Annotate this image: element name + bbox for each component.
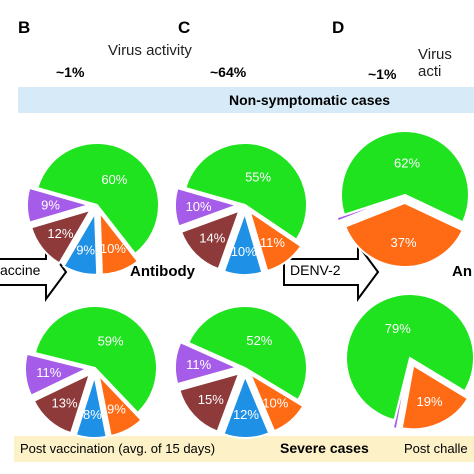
- activity-value-c: ~64%: [210, 64, 247, 80]
- pie-slice-c-bottom-purple: [174, 340, 240, 386]
- pie-slice-c-top-green: [184, 142, 308, 242]
- pie-label-b-top-orange: 10%: [100, 241, 126, 256]
- pie-slice-d-bottom-green: [345, 293, 474, 422]
- pie-slice-d-bottom-purple: [391, 365, 410, 430]
- pie-label-d-bottom-green: 79%: [385, 321, 411, 336]
- pie-slice-d-top-purple: [335, 196, 398, 223]
- pie-label-d-bottom-orange: 19%: [417, 394, 443, 409]
- pie-slice-c-bottom-green: [187, 305, 308, 402]
- pie-label-b-top-maroon: 12%: [47, 226, 73, 241]
- pie-d-bottom: 79% 19%: [345, 293, 474, 431]
- pie-c-bottom: 52% 10%12% 15% 11%: [174, 305, 308, 439]
- pie-slice-b-top-orange: [98, 209, 140, 276]
- activity-value-d: ~1%: [368, 66, 397, 82]
- pie-label-c-top-maroon: 14%: [199, 230, 225, 245]
- pie-slice-d-bottom-orange: [400, 363, 470, 431]
- pie-slice-c-bottom-blue: [222, 373, 271, 439]
- pie-label-c-top-purple: 10%: [186, 199, 212, 214]
- pie-slice-b-bottom-purple: [24, 352, 90, 397]
- pie-label-c-bottom-purple: 11%: [186, 357, 211, 372]
- pie-label-b-top-purple: 9%: [41, 198, 60, 213]
- pie-slice-c-top-purple: [174, 186, 241, 228]
- pie-slice-b-bottom-maroon: [32, 372, 92, 435]
- denv2-arrow-label: DENV-2: [290, 262, 341, 278]
- pie-slice-d-top-green: [340, 130, 470, 224]
- post-challenge-label: Post challe: [404, 441, 468, 456]
- non-symptomatic-title: Non-symptomatic cases: [229, 92, 391, 108]
- pie-slice-b-top-blue: [62, 209, 99, 276]
- pie-c-top: 55%11%10%14%10%: [174, 142, 308, 276]
- panel-letter-d: D: [332, 18, 345, 37]
- activity-value-b: ~1%: [56, 64, 85, 80]
- pie-slice-b-bottom-blue: [74, 375, 108, 439]
- denv2-arrow: [283, 241, 380, 303]
- pie-label-c-bottom-blue: 12%: [233, 407, 259, 422]
- pie-slice-d-top-orange: [343, 201, 464, 268]
- antibody-label: Antibody: [130, 263, 195, 280]
- pie-label-c-top-orange: 11%: [260, 235, 285, 250]
- pie-slice-b-top-green: [36, 142, 160, 256]
- pie-label-b-top-green: 60%: [101, 172, 127, 187]
- non-symptomatic-band: [18, 87, 474, 113]
- post-vaccination-label: Post vaccination (avg. of 15 days): [20, 441, 216, 456]
- pie-slice-c-top-blue: [222, 209, 264, 276]
- pie-label-b-bottom-orange: 9%: [107, 402, 126, 417]
- pie-slice-b-bottom-green: [33, 305, 158, 415]
- pie-label-d-top-green: 62%: [394, 156, 420, 171]
- pie-label-b-bottom-blue: 8%: [83, 407, 102, 422]
- severe-band: [14, 436, 474, 462]
- pie-label-b-bottom-purple: 11%: [36, 365, 61, 380]
- pie-slice-c-top-maroon: [179, 209, 242, 271]
- virus-activity-label: Virus activity: [108, 42, 192, 59]
- pie-slice-c-top-orange: [247, 209, 303, 273]
- pie-slice-b-top-maroon: [29, 208, 93, 265]
- pie-label-c-top-green: 55%: [245, 169, 271, 184]
- panel-letter-b: B: [18, 18, 31, 37]
- pie-label-b-bottom-maroon: 13%: [52, 396, 78, 411]
- pie-b-bottom: 59% 9% 8% 13% 11%: [24, 305, 158, 439]
- virus-activity-label-clipped: Virus acti: [418, 46, 452, 80]
- vaccine-arrow: [0, 241, 68, 303]
- pie-label-c-bottom-orange: 10%: [262, 396, 288, 411]
- pie-label-b-top-blue: 9%: [76, 243, 95, 258]
- pie-label-d-top-orange: 37%: [390, 235, 416, 250]
- vaccine-arrow-label: accine: [0, 262, 41, 278]
- pie-label-c-top-blue: 10%: [231, 244, 257, 259]
- pie-slice-b-top-purple: [26, 186, 93, 224]
- pie-slice-c-bottom-orange: [248, 371, 305, 433]
- arrows: [0, 241, 380, 303]
- pie-b-top: 60%10%9%12%9%: [26, 142, 160, 276]
- pie-slice-b-bottom-orange: [97, 371, 143, 438]
- pie-label-c-bottom-green: 52%: [246, 333, 272, 348]
- antibody-label-clipped: An: [452, 263, 472, 280]
- pie-d-top: 62% 37%: [335, 130, 470, 268]
- pie-layer: 60%10%9%12%9%55%11%10%14%10%62%37%59%9%8…: [24, 130, 474, 439]
- panel-letter-c: C: [178, 18, 191, 37]
- severe-cases-title: Severe cases: [280, 440, 369, 456]
- pie-slice-c-bottom-maroon: [178, 371, 241, 433]
- pie-label-c-bottom-maroon: 15%: [198, 392, 224, 407]
- pie-label-b-bottom-green: 59%: [98, 334, 124, 349]
